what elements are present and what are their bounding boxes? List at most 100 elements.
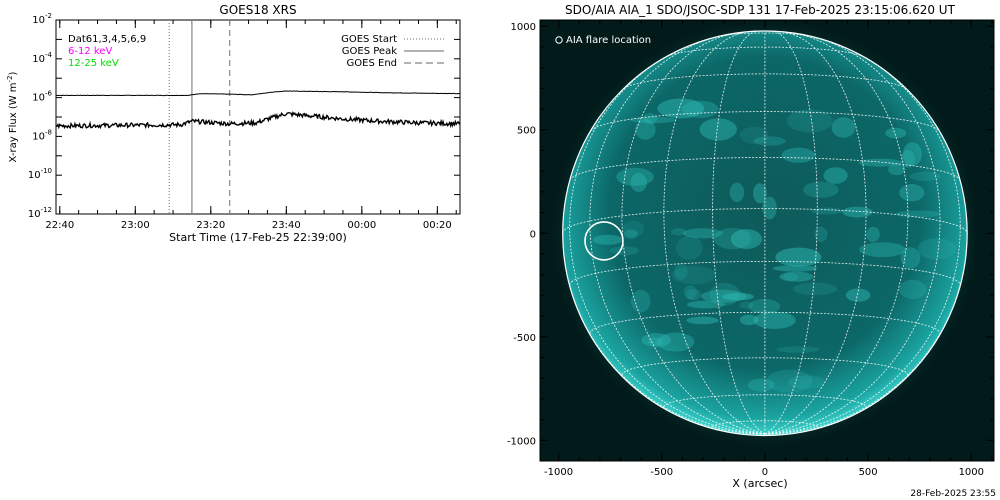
aia-y-tick-label: 0	[530, 229, 536, 240]
y-tick-label-base: 10	[32, 93, 45, 104]
y-tick-label: 10-4	[32, 51, 52, 65]
legend-goes-peak: GOES Peak	[342, 46, 397, 57]
y-tick-label-base: 10	[28, 209, 41, 220]
y-tick-label-exp: -4	[45, 51, 53, 59]
disk-active-regions	[592, 98, 956, 393]
aia-x-tick-label: 0	[762, 467, 768, 478]
grid-line	[589, 311, 941, 334]
heliographic-grid	[562, 31, 968, 435]
goes-axis-ticks	[56, 19, 460, 215]
active-region	[675, 235, 703, 260]
x-tick-label: 23:40	[272, 220, 301, 231]
legend-6-12-kev: 6-12 keV	[68, 46, 112, 57]
active-region	[831, 117, 856, 138]
y-tick-label: 10-8	[32, 128, 52, 142]
aia-y-tick-label: 1000	[511, 22, 536, 33]
active-region	[866, 226, 880, 242]
x-tick-label: 23:00	[121, 220, 150, 231]
y-tick-label-base: 10	[32, 15, 45, 26]
y-tick-label: 10-6	[32, 90, 52, 104]
legend-12-25-kev: 12-25 keV	[68, 58, 119, 69]
goes-series	[56, 90, 460, 130]
legend-goes-start: GOES Start	[341, 34, 397, 45]
active-region	[721, 292, 754, 301]
active-region	[823, 167, 848, 184]
goes-y-axis-label-text: X-ray Flux (W m	[8, 82, 19, 162]
active-region	[753, 183, 767, 204]
active-region	[630, 289, 651, 313]
active-region	[885, 127, 907, 139]
active-region	[699, 118, 737, 141]
x-tick-label: 00:20	[423, 220, 452, 231]
y-tick-label-exp: -2	[45, 12, 52, 20]
active-region	[685, 288, 701, 301]
y-tick-label-base: 10	[28, 170, 41, 181]
active-region	[776, 346, 820, 353]
solar-limb	[562, 30, 968, 437]
grid-line	[663, 31, 766, 435]
active-region	[623, 229, 638, 239]
goes-y-axis-label: X-ray Flux (W m-2)	[6, 71, 19, 162]
grid-line	[621, 32, 765, 435]
active-region	[753, 136, 786, 146]
active-region	[747, 378, 776, 392]
active-region	[888, 164, 906, 176]
y-tick-label: 10-10	[28, 167, 52, 181]
active-region	[739, 301, 754, 309]
active-region	[909, 171, 942, 181]
legend-goes-end: GOES End	[347, 58, 397, 69]
active-region	[630, 173, 648, 193]
x-tick-label: 23:20	[196, 220, 225, 231]
active-region	[657, 332, 695, 352]
active-region	[781, 147, 815, 163]
aia-x-tick-label: -500	[650, 467, 673, 478]
active-region	[775, 247, 822, 267]
active-region	[793, 282, 838, 296]
active-region	[683, 285, 697, 300]
grid-line	[764, 51, 961, 435]
aia-axis-ticks	[540, 20, 994, 462]
active-region	[672, 265, 716, 285]
y-tick-label-exp: -12	[41, 206, 52, 214]
active-region	[739, 314, 759, 326]
aia-x-tick-label: -1000	[544, 467, 573, 478]
y-tick-label-exp: -10	[41, 167, 52, 175]
active-region	[783, 272, 799, 281]
active-region	[786, 109, 833, 133]
aia-y-tick-labels: 1000 500 0 -500 -1000	[507, 22, 536, 447]
active-region	[670, 228, 687, 236]
legend-detectors: Dat61,3,4,5,6,9	[68, 34, 146, 45]
x-tick-label: 00:00	[347, 220, 376, 231]
active-region	[858, 158, 902, 167]
active-region	[814, 226, 828, 243]
active-region	[753, 311, 796, 329]
active-region	[630, 116, 677, 124]
active-region	[739, 126, 769, 144]
y-tick-label-base: 10	[32, 131, 45, 142]
active-region	[811, 207, 843, 215]
aia-image-title: SDO/AIA AIA_1 SDO/JSOC-SDP 131 17-Feb-20…	[565, 3, 956, 17]
grid-line	[569, 157, 961, 181]
goes-x-tick-labels: 22:40 23:00 23:20 23:40 00:00 00:20	[45, 220, 451, 231]
grid-line	[569, 51, 765, 435]
active-region	[748, 299, 781, 314]
goes-event-lines	[168, 20, 231, 214]
aia-plot-frame	[539, 19, 995, 462]
generation-timestamp: 28-Feb-2025 23:55	[910, 489, 996, 499]
active-region	[674, 262, 688, 281]
y-tick-label: 10-2	[32, 12, 52, 26]
active-region	[842, 206, 873, 218]
goes-x-axis-label: Start Time (17-Feb-25 22:39:00)	[169, 231, 347, 244]
flare-location-marker	[584, 221, 624, 261]
active-region	[616, 167, 654, 186]
active-region	[709, 282, 741, 306]
active-region	[729, 182, 745, 203]
grid-line	[764, 31, 867, 435]
active-region	[609, 246, 639, 256]
aia-y-tick-label: -1000	[507, 436, 536, 447]
active-region	[686, 300, 726, 309]
active-region	[592, 234, 623, 245]
